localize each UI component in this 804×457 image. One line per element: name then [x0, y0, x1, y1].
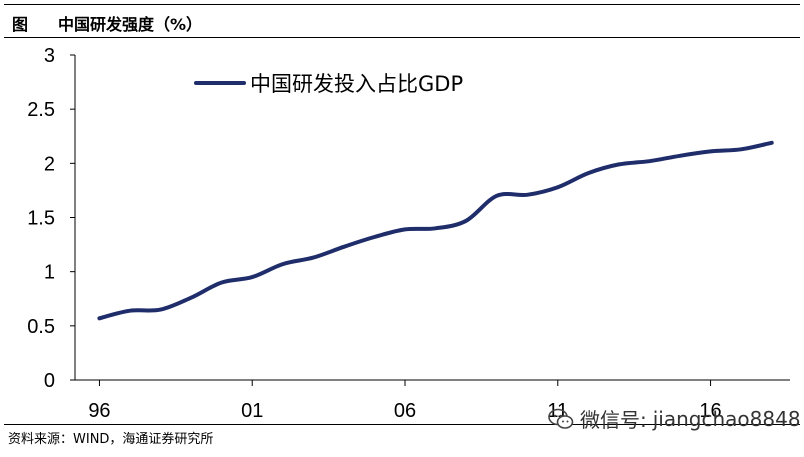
series-lines [97, 140, 774, 321]
figure-header: 图 中国研发强度（%） [0, 0, 804, 38]
header-bottom-rule [4, 37, 800, 38]
wechat-watermark: 微信号: jiangchao8848 [548, 404, 801, 433]
x-tick-label: 01 [241, 400, 263, 422]
y-tick-label: 2 [44, 153, 55, 175]
x-tick-label: 06 [394, 400, 416, 422]
figure-label: 图 [12, 15, 29, 34]
source-note: 资料来源：WIND，海通证券研究所 [8, 432, 214, 447]
y-tick-label: 3 [44, 45, 55, 67]
source-rule [4, 424, 800, 425]
header-top-rule [4, 4, 800, 5]
x-tick-label: 96 [88, 400, 110, 422]
line-chart: 00.511.522.53 96 01 06 11 16 中国研发投入占比GDP [27, 45, 790, 422]
figure-title: 中国研发强度（%） [58, 15, 203, 34]
chart-legend: 中国研发投入占比GDP [194, 72, 463, 96]
legend-label: 中国研发投入占比GDP [250, 72, 463, 96]
chart-axes [70, 54, 790, 386]
series-line [97, 140, 774, 321]
y-tick-label: 0 [44, 370, 55, 392]
watermark-id: jiangchao8848 [652, 406, 801, 431]
y-tick-label: 2.5 [27, 99, 55, 121]
y-tick-label: 1.5 [27, 208, 55, 230]
y-tick-labels: 0 0.5 1 1.5 2 2.5 3 [27, 45, 55, 392]
watermark-prefix: 微信号: [580, 408, 647, 432]
wechat-icon [548, 408, 574, 429]
y-tick-label: 1 [44, 262, 55, 284]
x-tick-label: 16 [699, 400, 721, 422]
y-tick-label: 0.5 [27, 316, 55, 338]
x-tick-labels: 96 01 06 11 16 [88, 400, 721, 422]
